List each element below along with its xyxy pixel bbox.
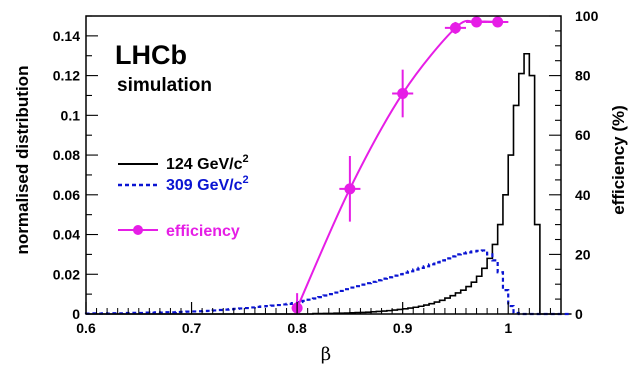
y-right-tick-label: 20 [575, 246, 591, 262]
efficiency-curve [296, 19, 509, 309]
efficiency-point-2 [397, 87, 409, 99]
legend-label-efficiency: efficiency [166, 223, 240, 240]
efficiency-point-3 [449, 22, 461, 34]
x-tick-label: 0.6 [76, 320, 96, 336]
legend-label-309: 309 GeV/c2 [166, 174, 249, 194]
efficiency-point-4 [471, 16, 483, 28]
legend-marker-efficiency [133, 225, 143, 235]
ylabel-left: normalised distribution [13, 66, 32, 255]
legend-label-124: 124 GeV/c2 [166, 153, 249, 173]
y-right-tick-label: 100 [575, 8, 599, 24]
y-tick-label: 0.14 [53, 28, 80, 44]
histogram-309 [84, 249, 572, 316]
efficiency-point-5 [492, 16, 504, 28]
y-right-tick-label: 60 [575, 127, 591, 143]
x-tick-label: 0.8 [287, 320, 307, 336]
y-tick-label: 0.12 [53, 68, 80, 84]
ylabel-right: efficiency (%) [609, 105, 628, 215]
efficiency-point-1 [344, 183, 356, 195]
y-tick-label: 0.08 [53, 147, 80, 163]
lhcb-title: LHCb [115, 40, 187, 70]
y-right-tick-label: 0 [575, 306, 583, 322]
x-tick-label: 0.9 [393, 320, 413, 336]
y-tick-label: 0.06 [53, 187, 80, 203]
x-tick-label: 0.7 [182, 320, 202, 336]
y-tick-label: 0.02 [53, 266, 80, 282]
y-tick-label: 0.04 [53, 227, 80, 243]
y-tick-label: 0.1 [61, 107, 81, 123]
legend: 124 GeV/c2 309 GeV/c2 efficiency [118, 153, 249, 240]
efficiency-layer [291, 16, 509, 314]
y-right-tick-label: 40 [575, 187, 591, 203]
lhcb-subtitle: simulation [117, 75, 212, 96]
x-tick-label: 1 [504, 320, 512, 336]
y-tick-label: 0 [72, 306, 80, 322]
axis-ticks: 0.6 0.7 0.8 0.9 1 0 0.02 0.04 0.06 0.08 0.1 0.12 0.1… [53, 8, 599, 336]
xlabel: β [321, 344, 331, 365]
y-right-tick-label: 80 [575, 68, 591, 84]
